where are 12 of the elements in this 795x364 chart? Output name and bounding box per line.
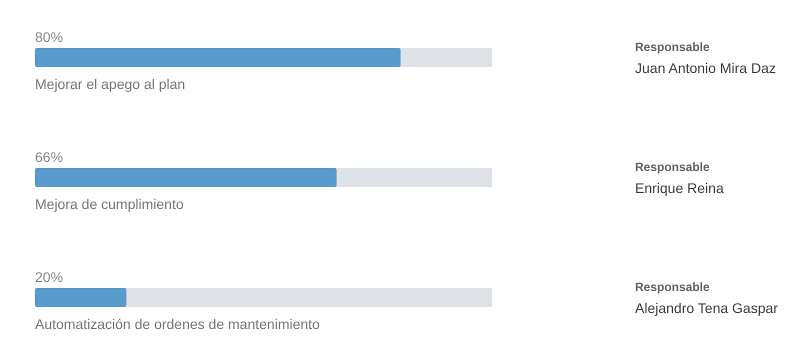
data-label: 66% xyxy=(35,149,64,165)
text: Enrique Reina xyxy=(635,180,724,196)
text: Alejandro Tena Gaspar xyxy=(635,300,778,316)
text: Responsable xyxy=(635,40,710,54)
text: Juan Antonio Mira Daz xyxy=(635,60,776,76)
text: Responsable xyxy=(635,280,710,294)
y-tick-label: Automatización de ordenes de mantenimiento xyxy=(35,316,320,332)
data-label: 80% xyxy=(35,29,64,45)
data-label: 20% xyxy=(35,269,64,285)
text: Responsable xyxy=(635,160,710,174)
y-tick-label: Mejorar el apego al plan xyxy=(35,76,186,92)
y-tick-label: Mejora de cumplimiento xyxy=(35,196,184,212)
